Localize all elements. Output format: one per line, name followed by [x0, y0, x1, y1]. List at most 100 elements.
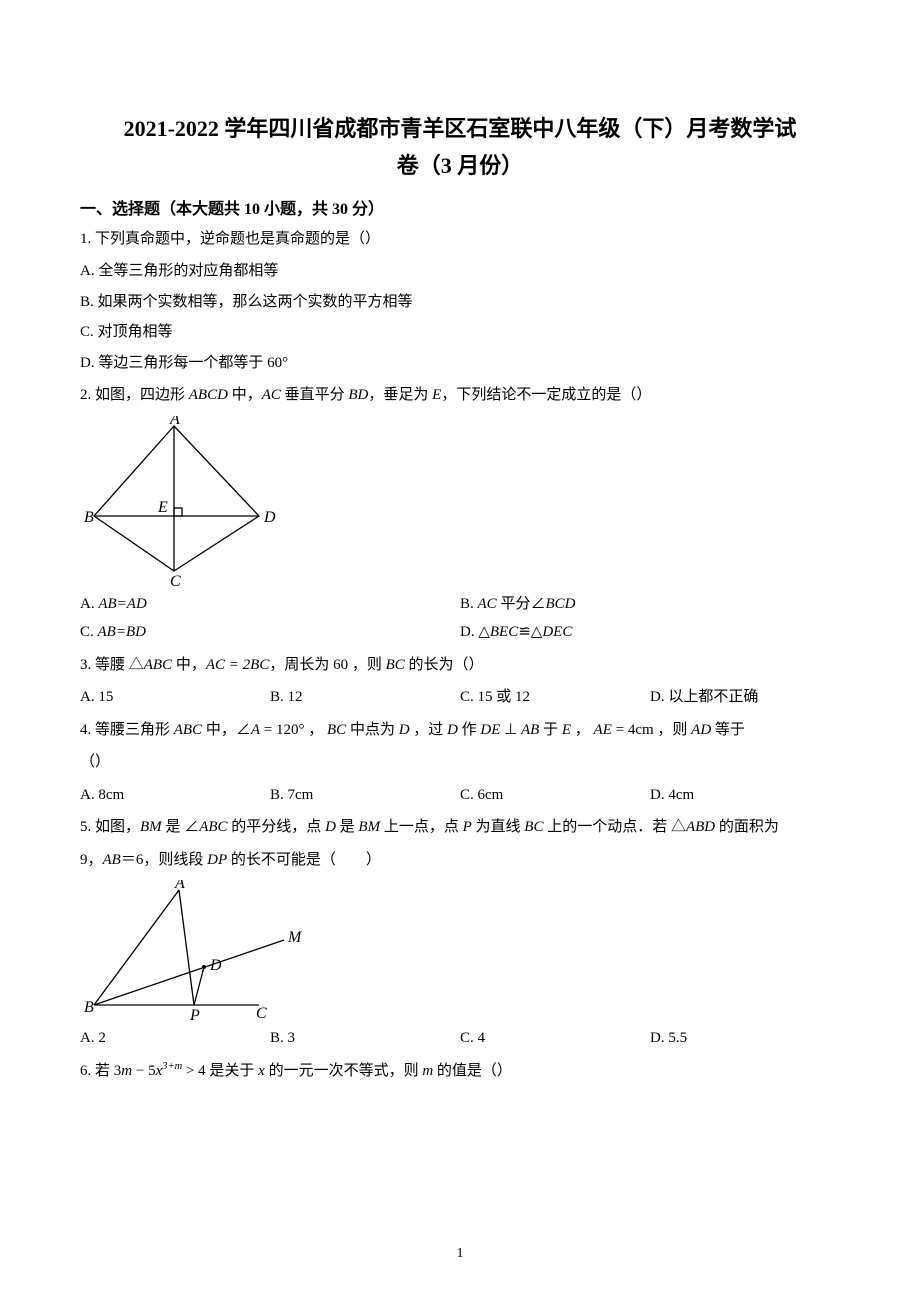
- opt-val: BEC: [490, 624, 518, 640]
- q4-text: = 120° ，: [260, 722, 327, 738]
- q5-figure: A B C D M P: [84, 880, 840, 1020]
- svg-text:P: P: [189, 1007, 200, 1020]
- q6-text: 6. 若 3: [80, 1063, 121, 1079]
- q4-opt-b: B. 7cm: [270, 781, 460, 810]
- q4-var: ABC: [174, 722, 202, 738]
- q6-text: > 4 是关于: [182, 1063, 258, 1079]
- q5-text: 是: [336, 819, 359, 835]
- opt-val: AB=BD: [98, 624, 146, 640]
- q3-var: BC: [386, 657, 405, 673]
- q4-opts: A. 8cm B. 7cm C. 6cm D. 4cm: [80, 781, 840, 810]
- opt-val: AC: [478, 596, 497, 612]
- q4-var: D: [447, 722, 458, 738]
- q5-text: 的面积为: [715, 819, 779, 835]
- q4-var: BC: [327, 722, 346, 738]
- q3-text: 的长为（）: [405, 657, 484, 673]
- q2-text: 中，: [228, 387, 262, 403]
- q6-var: x: [258, 1063, 265, 1079]
- q5-stem-line2: 9，AB＝6，则线段 DP 的长不可能是（ ）: [80, 846, 840, 875]
- q4-text: 4. 等腰三角形: [80, 722, 174, 738]
- q4-opt-d: D. 4cm: [650, 781, 840, 810]
- q2-var: E: [432, 387, 441, 403]
- q4-opt-a: A. 8cm: [80, 781, 270, 810]
- svg-text:D: D: [209, 957, 222, 974]
- q4-var: D: [399, 722, 410, 738]
- q1-opt-a: A. 全等三角形的对应角都相等: [80, 257, 840, 286]
- q3-var: AC = 2BC: [206, 657, 269, 673]
- exam-title: 2021-2022 学年四川省成都市青羊区石室联中八年级（下）月考数学试 卷（3…: [80, 110, 840, 185]
- q2-text: 垂直平分: [281, 387, 349, 403]
- q4-text: 中，∠: [202, 722, 251, 738]
- section-heading: 一、选择题（本大题共 10 小题，共 30 分）: [80, 195, 840, 219]
- q5-text: 为直线: [472, 819, 525, 835]
- q5-var: BM: [358, 819, 380, 835]
- q5-var: ABD: [686, 819, 715, 835]
- q3-text: ，周长为 60 ，则: [269, 657, 385, 673]
- q5-text: ＝6，则线段: [121, 852, 207, 868]
- q5-opt-b: B. 3: [270, 1024, 460, 1053]
- opt-label: A.: [80, 596, 98, 612]
- q2-var: AC: [262, 387, 281, 403]
- svg-text:B: B: [84, 999, 94, 1016]
- opt-label: C.: [80, 624, 98, 640]
- q4-stem: 4. 等腰三角形 ABC 中，∠A = 120° ， BC 中点为 D ，过 D…: [80, 716, 840, 745]
- page-number: 1: [0, 1246, 920, 1262]
- q4-opt-c: C. 6cm: [460, 781, 650, 810]
- q3-opt-c: C. 15 或 12: [460, 683, 650, 712]
- svg-text:B: B: [84, 509, 94, 526]
- q5-text: 5. 如图，: [80, 819, 140, 835]
- q3-opts: A. 15 B. 12 C. 15 或 12 D. 以上都不正确: [80, 683, 840, 712]
- q4-text: = 4cm ，则: [612, 722, 691, 738]
- q5-opt-c: C. 4: [460, 1024, 650, 1053]
- q4-text: 中点为: [346, 722, 399, 738]
- q4-var: AD: [691, 722, 711, 738]
- exam-page: 2021-2022 学年四川省成都市青羊区石室联中八年级（下）月考数学试 卷（3…: [0, 0, 920, 1302]
- q6-var: m: [121, 1063, 132, 1079]
- q5-var: ABC: [199, 819, 227, 835]
- q1-stem: 1. 下列真命题中，逆命题也是真命题的是（）: [80, 225, 840, 254]
- svg-text:M: M: [287, 929, 303, 946]
- q2-text: ，垂足为: [368, 387, 432, 403]
- q5-opt-a: A. 2: [80, 1024, 270, 1053]
- q5-var: BC: [524, 819, 543, 835]
- opt-val: AB=AD: [98, 596, 146, 612]
- svg-text:D: D: [263, 509, 276, 526]
- q2-text: ，下列结论不一定成立的是（）: [441, 387, 651, 403]
- q5-text: 上的一个动点．若 △: [543, 819, 686, 835]
- q5-stem: 5. 如图，BM 是 ∠ABC 的平分线，点 D 是 BM 上一点，点 P 为直…: [80, 813, 840, 842]
- q3-opt-a: A. 15: [80, 683, 270, 712]
- opt-text: 平分∠: [497, 596, 546, 612]
- svg-text:E: E: [157, 499, 168, 516]
- q4-text: ⊥: [500, 722, 521, 738]
- q2-figure: A B C D E: [84, 416, 840, 586]
- q2-var: ABCD: [189, 387, 228, 403]
- q6-text: − 5: [132, 1063, 155, 1079]
- q5-opt-d: D. 5.5: [650, 1024, 840, 1053]
- q5-var: DP: [207, 852, 227, 868]
- svg-text:C: C: [256, 1005, 267, 1020]
- svg-text:A: A: [174, 880, 185, 892]
- q3-var: ABC: [144, 657, 172, 673]
- q4-text: ，: [571, 722, 594, 738]
- title-line-2: 卷（3 月份）: [397, 153, 524, 178]
- q3-opt-b: B. 12: [270, 683, 460, 712]
- q4-text: ，过: [410, 722, 448, 738]
- q4-var: AE: [594, 722, 612, 738]
- q6-stem: 6. 若 3m − 5x3+m > 4 是关于 x 的一元一次不等式，则 m 的…: [80, 1057, 840, 1086]
- q5-text: 上一点，点: [380, 819, 463, 835]
- title-line-1: 2021-2022 学年四川省成都市青羊区石室联中八年级（下）月考数学试: [124, 116, 797, 141]
- opt-text: ≌△: [518, 624, 542, 640]
- opt-label: D. △: [460, 624, 490, 640]
- q5-var: D: [325, 819, 336, 835]
- q1-opt-d: D. 等边三角形每一个都等于 60°: [80, 349, 840, 378]
- q2-opt-a: A. AB=AD: [80, 590, 460, 619]
- q3-text: 3. 等腰 △: [80, 657, 144, 673]
- q3-stem: 3. 等腰 △ABC 中，AC = 2BC，周长为 60 ，则 BC 的长为（）: [80, 651, 840, 680]
- q2-opts-row2: C. AB=BD D. △BEC≌△DEC: [80, 618, 840, 647]
- q6-exp: 3+m: [162, 1061, 182, 1072]
- q1-opt-c: C. 对顶角相等: [80, 318, 840, 347]
- q2-var: BD: [348, 387, 368, 403]
- q1-opt-b: B. 如果两个实数相等，那么这两个实数的平方相等: [80, 288, 840, 317]
- q4-var: E: [562, 722, 571, 738]
- q2-opt-b: B. AC 平分∠BCD: [460, 590, 840, 619]
